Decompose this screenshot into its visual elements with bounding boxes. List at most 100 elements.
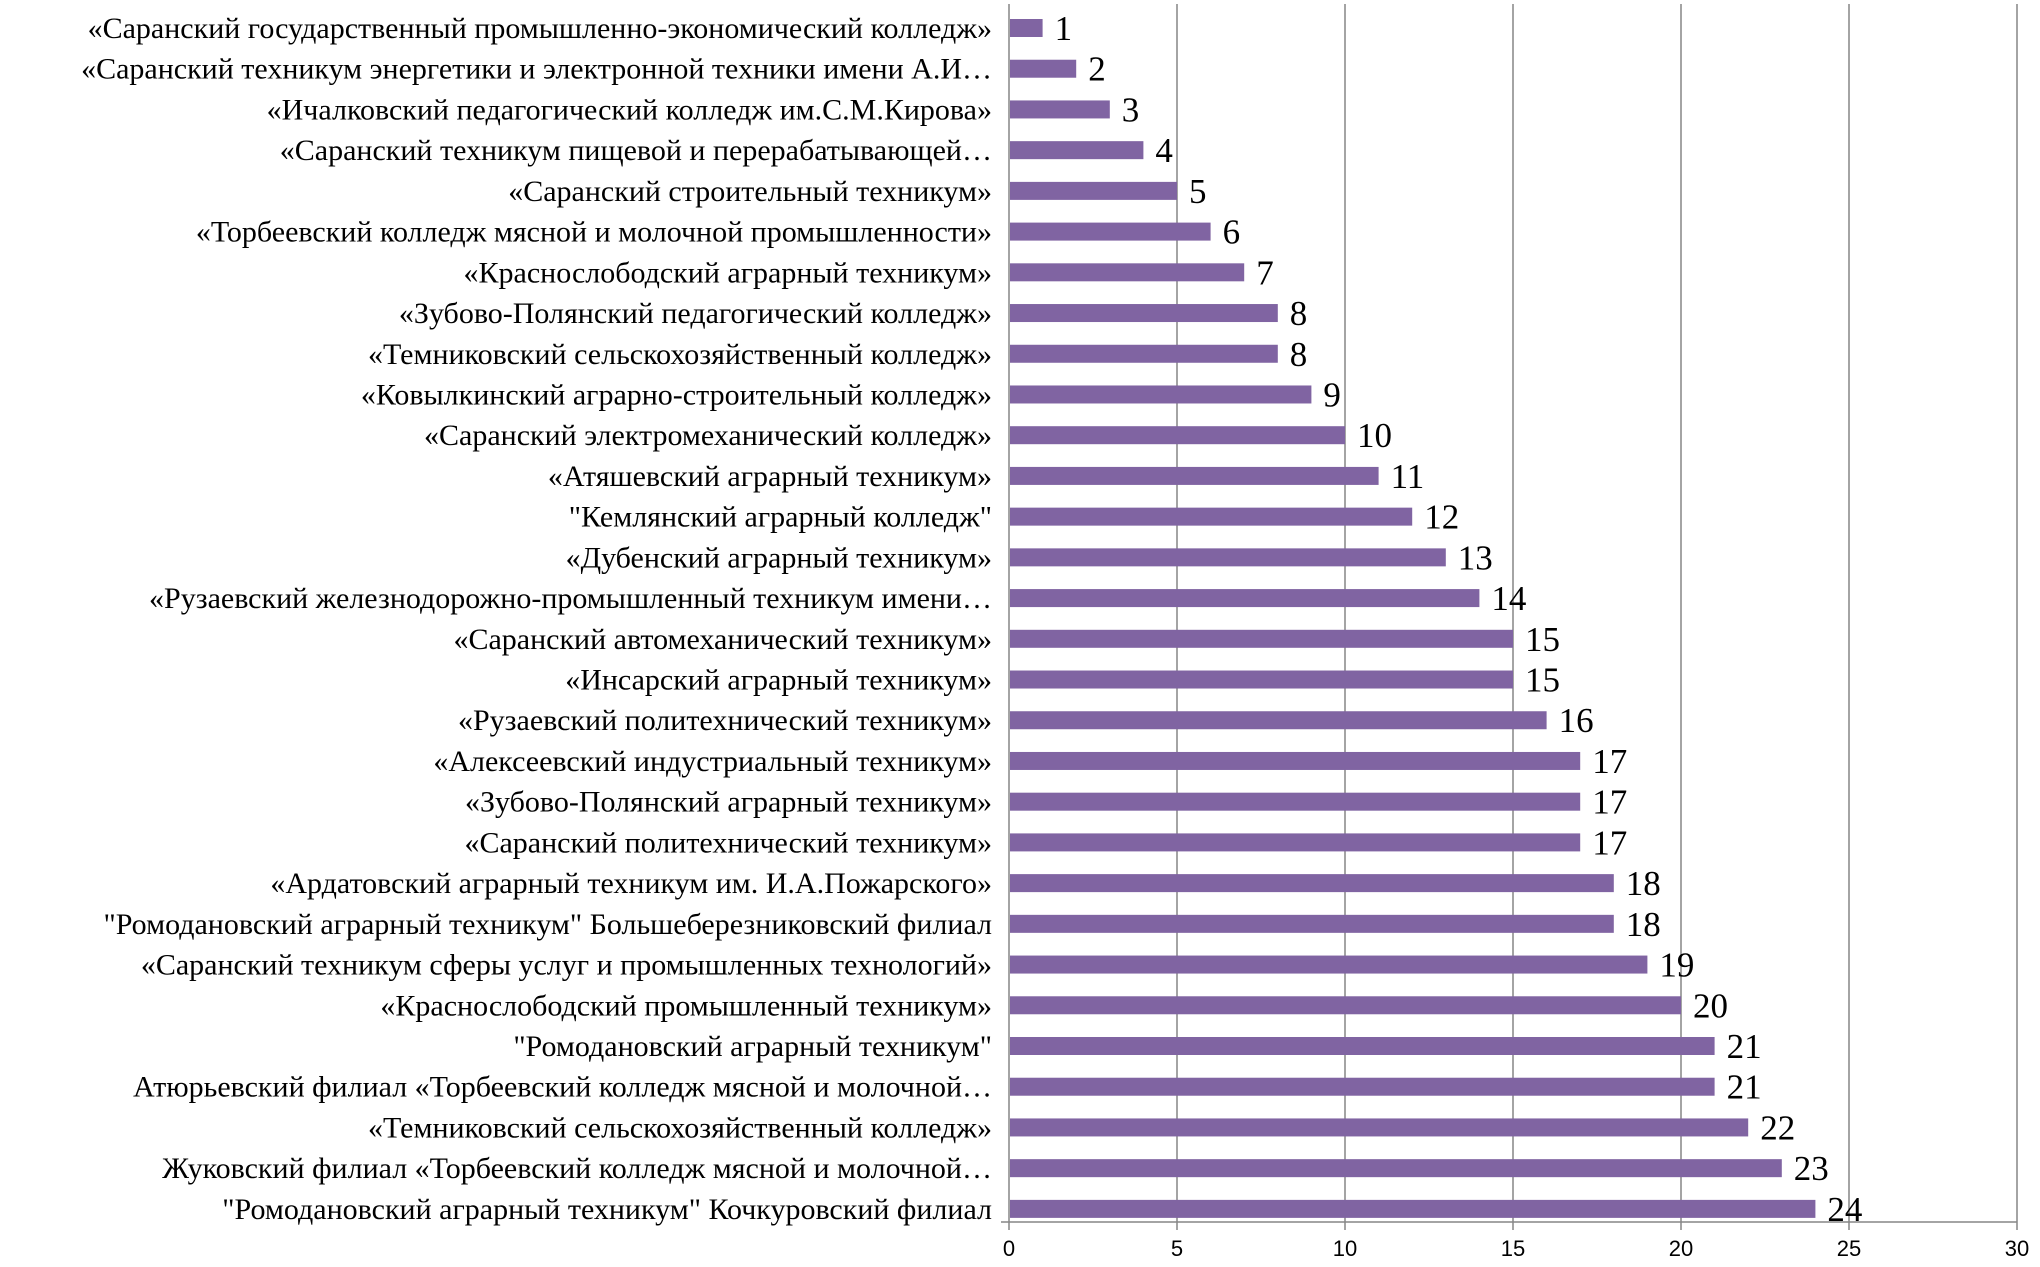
category-label: «Краснослободский промышленный техникум» [380,989,992,1022]
category-label: «Саранский автомеханический техникум» [453,623,992,656]
category-label: Атюрьевский филиал «Торбеевский колледж … [133,1071,992,1104]
data-label: 21 [1727,1027,1762,1066]
data-label: 15 [1525,661,1560,700]
bar [1010,874,1614,893]
bar [1010,955,1648,974]
x-tick-label: 5 [1171,1236,1183,1261]
data-label: 8 [1290,294,1308,333]
category-label: «Саранский политехнический техникум» [464,826,992,859]
category-label: «Инсарский аграрный техникум» [565,664,992,697]
data-label: 2 [1088,50,1106,89]
category-label: «Саранский строительный техникум» [508,175,992,208]
category-label: «Саранский техникум энергетики и электро… [81,53,992,86]
category-label: «Дубенский аграрный техникум» [566,541,992,574]
category-label: "Ромодановский аграрный техникум" Больше… [103,908,992,941]
bar [1010,344,1278,363]
category-label: «Саранский электромеханический колледж» [424,419,992,452]
bar [1010,670,1513,689]
category-label: Жуковский филиал «Торбеевский колледж мя… [162,1152,992,1185]
data-label: 22 [1760,1108,1795,1147]
bar [1010,629,1513,648]
data-label: 9 [1323,375,1341,414]
category-label: «Ичалковский педагогический колледж им.С… [267,93,992,126]
data-label: 13 [1458,538,1493,577]
data-label: 4 [1155,131,1173,170]
category-label: «Алексеевский индустриальный техникум» [433,745,992,778]
data-label: 12 [1424,498,1459,537]
x-tick-label: 0 [1003,1236,1015,1261]
data-label: 17 [1592,742,1627,781]
bar [1010,914,1614,933]
bar [1010,1077,1715,1096]
data-label: 8 [1290,335,1308,374]
category-label: «Темниковский сельскохозяйственный колле… [368,1111,992,1144]
category-label: "Кемлянский аграрный колледж" [569,501,992,534]
category-labels: «Саранский государственный промышленно-э… [81,12,992,1226]
bar [1010,100,1110,119]
data-label: 19 [1659,946,1694,985]
bar [1010,19,1043,37]
category-label: «Ковылкинский аграрно-строительный колле… [361,378,992,411]
x-axis: 0 5 10 15 20 25 30 [1001,4,2029,1261]
data-label: 23 [1794,1149,1829,1188]
category-label: «Ардатовский аграрный техникум им. И.А.П… [270,867,992,900]
bar [1010,507,1413,526]
data-label: 16 [1559,701,1594,740]
data-label: 14 [1491,579,1526,618]
bar [1010,1037,1715,1055]
bar [1010,548,1446,567]
bars [1010,19,1816,1218]
data-labels: 1234567889101112131415151617171718181920… [1055,9,1863,1229]
bar [1010,222,1211,241]
bar [1010,792,1581,811]
bar [1010,426,1345,445]
data-label: 20 [1693,986,1728,1025]
bar [1010,59,1077,78]
x-tick-label: 15 [1501,1236,1525,1261]
data-label: 5 [1189,172,1207,211]
x-tick-label: 20 [1669,1236,1693,1261]
category-label: «Рузаевский железнодорожно-промышленный … [149,582,992,615]
category-label: «Краснослободский аграрный техникум» [464,256,992,289]
x-tick-label: 30 [2005,1236,2029,1261]
category-label: "Ромодановский аграрный техникум" Кочкур… [222,1193,992,1226]
data-label: 7 [1256,253,1274,292]
x-tick-label: 10 [1333,1236,1357,1261]
bar [1010,996,1681,1015]
category-label: «Торбеевский колледж мясной и молочной п… [196,216,992,249]
bar [1010,304,1278,323]
bar [1010,385,1312,404]
bar [1010,1118,1749,1137]
data-label: 18 [1626,905,1661,944]
gridlines [1176,4,2018,1222]
data-label: 11 [1391,457,1425,496]
data-label: 21 [1727,1068,1762,1107]
bar [1010,263,1245,282]
data-label: 15 [1525,620,1560,659]
bar [1010,1199,1816,1218]
category-label: «Саранский техникум пищевой и перерабаты… [280,134,992,167]
data-label: 17 [1592,823,1627,862]
bar [1010,141,1144,160]
data-label: 17 [1592,783,1627,822]
bar [1010,751,1581,770]
bar [1010,466,1379,485]
category-label: «Зубово-Полянский аграрный техникум» [465,786,992,819]
category-label: «Саранский техникум сферы услуг и промыш… [141,949,992,982]
category-label: «Рузаевский политехнический техникум» [458,704,992,737]
category-label: «Атяшевский аграрный техникум» [548,460,992,493]
category-label: «Саранский государственный промышленно-э… [88,12,992,45]
data-label: 18 [1626,864,1661,903]
data-label: 10 [1357,416,1392,455]
bar [1010,711,1547,730]
category-label: "Ромодановский аграрный техникум" [513,1030,992,1063]
data-label: 1 [1055,9,1073,48]
bar [1010,833,1581,852]
data-label: 3 [1122,90,1140,129]
category-label: «Зубово-Полянский педагогический колледж… [399,297,992,330]
bar [1010,1159,1782,1178]
category-label: «Темниковский сельскохозяйственный колле… [368,338,992,371]
data-label: 24 [1827,1190,1862,1229]
bar [1010,181,1177,200]
